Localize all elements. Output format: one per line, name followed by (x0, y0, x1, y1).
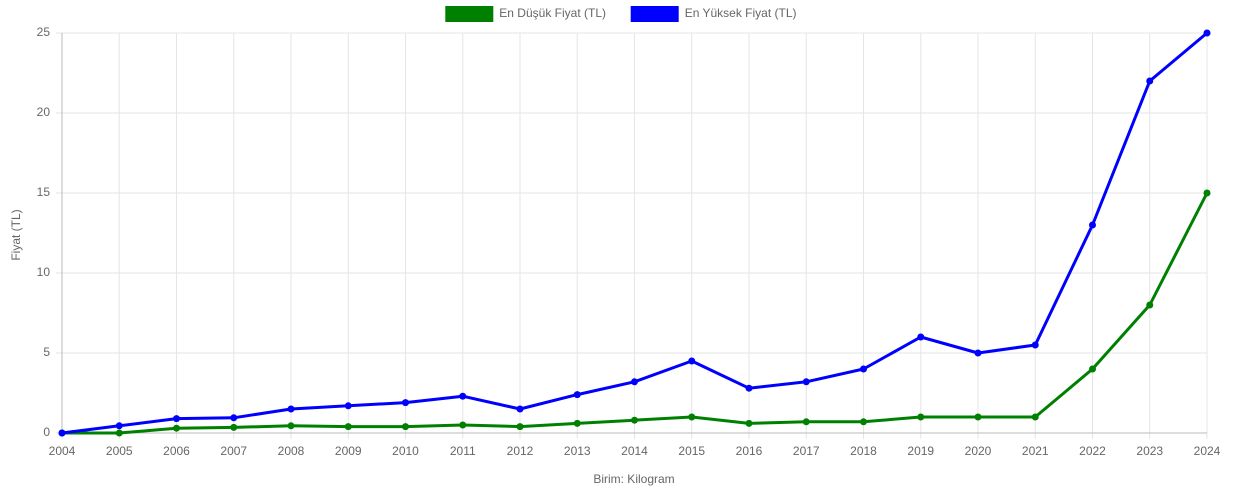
point (917, 333, 925, 341)
x-tick-label: 2022 (1079, 444, 1106, 458)
point (1203, 189, 1211, 197)
x-tick-label: 2011 (450, 444, 476, 458)
x-tick-label: 2012 (507, 444, 534, 458)
point (573, 391, 581, 399)
y-tick-label: 0 (43, 425, 50, 439)
point (173, 424, 180, 432)
point (58, 429, 66, 437)
x-tick-label: 2005 (106, 444, 133, 458)
x-tick-label: 2023 (1136, 444, 1163, 458)
point (688, 357, 696, 365)
x-tick-label: 2020 (965, 444, 992, 458)
y-tick-label: 5 (43, 345, 50, 359)
point (459, 392, 467, 400)
point (631, 416, 638, 424)
x-tick-label: 2013 (564, 444, 591, 458)
point (287, 405, 295, 413)
x-axis-label: Birim: Kilogram (593, 472, 674, 486)
point (1031, 413, 1039, 421)
point (860, 365, 867, 373)
point (1146, 77, 1154, 85)
point (230, 423, 238, 431)
x-tick-label: 2008 (278, 444, 305, 458)
point (802, 378, 810, 386)
point (917, 413, 925, 421)
point (631, 378, 638, 386)
y-tick-label: 20 (37, 105, 51, 119)
point (173, 415, 180, 423)
point (344, 423, 352, 431)
point (688, 413, 696, 421)
legend-label: En Yüksek Fiyat (TL) (685, 6, 797, 20)
point (1203, 29, 1211, 37)
legend-swatch (445, 6, 494, 22)
point (745, 419, 753, 427)
point (974, 349, 982, 357)
y-tick-label: 25 (37, 25, 51, 39)
x-tick-label: 2014 (621, 444, 648, 458)
point (230, 414, 238, 422)
point (516, 405, 524, 413)
point (974, 413, 982, 421)
point (1146, 301, 1154, 309)
point (115, 429, 123, 437)
legend-label: En Düşük Fiyat (TL) (499, 6, 606, 20)
x-tick-label: 2004 (49, 444, 76, 458)
point (287, 422, 295, 430)
x-tick-label: 2015 (678, 444, 705, 458)
x-tick-label: 2010 (392, 444, 419, 458)
point (115, 422, 123, 430)
point (860, 418, 867, 426)
point (1031, 341, 1039, 349)
x-tick-label: 2024 (1194, 444, 1221, 458)
legend-swatch (630, 6, 679, 22)
x-tick-label: 2017 (793, 444, 820, 458)
y-tick-label: 10 (37, 265, 51, 279)
point (344, 402, 352, 410)
x-tick-label: 2018 (850, 444, 877, 458)
x-tick-label: 2016 (736, 444, 763, 458)
x-tick-label: 2019 (907, 444, 934, 458)
point (745, 384, 753, 392)
x-tick-label: 2021 (1022, 444, 1049, 458)
point (1089, 365, 1096, 373)
x-tick-label: 2007 (220, 444, 247, 458)
point (573, 419, 581, 427)
y-tick-label: 15 (37, 185, 51, 199)
point (402, 423, 409, 431)
point (402, 399, 409, 407)
x-tick-label: 2009 (335, 444, 362, 458)
x-tick-label: 2006 (163, 444, 190, 458)
y-axis-label: Fiyat (TL) (9, 209, 23, 260)
point (1089, 221, 1096, 229)
point (459, 421, 467, 429)
point (802, 418, 810, 426)
point (516, 423, 524, 431)
